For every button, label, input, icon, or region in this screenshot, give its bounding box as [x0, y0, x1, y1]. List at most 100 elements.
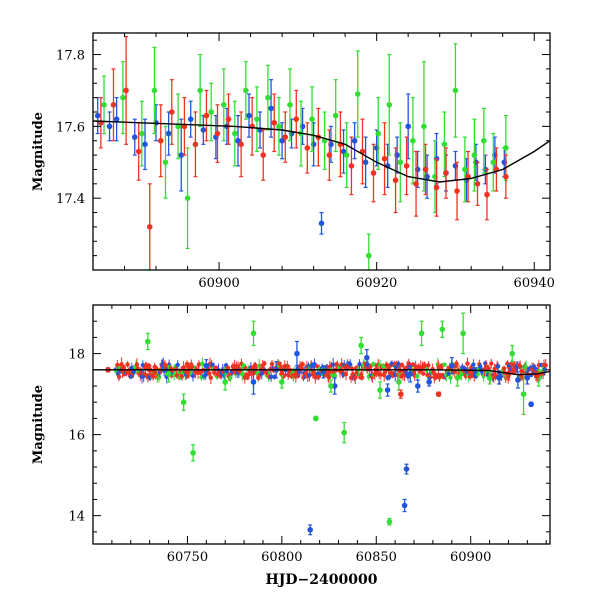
top-series-2-point	[370, 170, 377, 176]
bottom-series-1-point	[165, 371, 172, 377]
bottom-series-1-point	[439, 326, 446, 333]
bottom-band-point	[348, 362, 353, 367]
bottom-band-point	[442, 362, 447, 367]
top-series-2-point	[484, 191, 490, 198]
bottom-series-1-point	[377, 387, 383, 393]
top-series-1-point	[490, 159, 497, 166]
bottom-band-point	[448, 375, 453, 380]
bottom-band-point	[378, 372, 383, 377]
bottom-band-point	[520, 375, 525, 380]
top-series-2-point	[110, 102, 117, 108]
bottom-series-1-point	[520, 391, 527, 397]
bottom-band-point	[134, 362, 140, 367]
top-series-0-point	[178, 152, 185, 158]
top-frame	[92, 32, 551, 271]
top-series-2-point	[157, 137, 164, 144]
top-series-1-point	[354, 91, 361, 97]
top-series-2-point	[271, 119, 278, 126]
bottom-band-point	[421, 371, 426, 376]
bottom-x-tick-label: 60750	[167, 550, 208, 565]
top-series-2-point	[168, 109, 175, 115]
top-y-tick-label: 17.6	[56, 120, 85, 135]
top-series-1-point	[184, 195, 191, 201]
top-series-2-point	[326, 152, 333, 158]
bottom-band-point	[196, 362, 202, 367]
bottom-series-0-point	[415, 383, 421, 389]
top-series-1-point	[162, 159, 169, 166]
bottom-panel: 60750 60800 60850 60900 14 16 18 Magnitude HJD−2…	[31, 304, 551, 588]
bottom-band-point	[332, 373, 338, 378]
bottom-band-point	[478, 364, 483, 369]
top-series-1-point	[462, 166, 468, 173]
top-series-2-point	[293, 116, 300, 122]
bottom-band-point	[245, 375, 250, 380]
bottom-band-point	[492, 366, 497, 371]
top-series-0-point	[106, 123, 113, 130]
top-series-1-point	[151, 87, 158, 94]
top-series-0-point	[131, 134, 138, 140]
bottom-series-1-point	[250, 330, 257, 337]
bottom-band-point	[489, 361, 494, 366]
top-series-2-point	[214, 130, 221, 137]
bottom-frame	[92, 304, 551, 545]
top-series-1-point	[276, 123, 282, 130]
bottom-band-point	[343, 371, 349, 377]
top-y-axis-label: Magnitude	[31, 112, 46, 191]
top-series-1-point	[481, 137, 487, 144]
top-series-0-point	[268, 105, 274, 112]
top-series-1-point	[139, 130, 145, 137]
top-series-1-point	[471, 152, 478, 158]
top-series-1-point	[365, 252, 372, 259]
top-series-0-point	[94, 112, 101, 119]
bottom-band-point	[542, 366, 548, 372]
bottom-band-point	[210, 362, 215, 367]
top-series-2-point	[443, 170, 449, 176]
bottom-band-point	[415, 373, 420, 379]
bottom-band-point	[534, 367, 539, 372]
bottom-series-0-point	[528, 401, 534, 408]
top-series-1-point	[197, 87, 203, 94]
bottom-series-0-point	[515, 377, 521, 383]
bottom-series-0-point	[496, 375, 502, 381]
bottom-band-point	[115, 362, 120, 368]
bottom-band-point	[268, 374, 274, 379]
bottom-band-point	[281, 373, 287, 379]
top-series-0-point	[165, 130, 172, 137]
bottom-band-point	[179, 374, 185, 379]
top-series-2-point	[403, 163, 410, 169]
bottom-band-point	[175, 362, 180, 368]
top-series-0-point	[246, 112, 252, 119]
top-series-2-point	[422, 166, 429, 173]
bottom-band-point	[128, 374, 134, 379]
top-series-1-point	[287, 102, 293, 108]
top-series-1-point	[254, 116, 260, 122]
bottom-band-point	[446, 371, 451, 376]
bottom-band-point	[285, 363, 290, 369]
bottom-band-point	[370, 361, 376, 367]
bottom-band-point	[257, 363, 262, 369]
bottom-band-point	[203, 372, 208, 377]
bottom-band-point	[481, 373, 486, 378]
top-series-2-point	[474, 181, 481, 187]
bottom-band-point	[426, 363, 431, 368]
top-series-0-point	[362, 159, 369, 166]
bottom-series-1-point	[279, 379, 285, 385]
bottom-band-point	[399, 362, 405, 368]
bottom-y-axis-label: Magnitude	[31, 385, 46, 464]
bottom-x-tick-label: 60900	[450, 550, 491, 565]
bottom-series-1-point	[509, 350, 516, 357]
top-y-tick-label: 17.4	[56, 192, 85, 207]
top-series-2-point	[135, 148, 142, 155]
top-y-tick-label: 17.8	[56, 49, 85, 64]
top-x-tick-label: 60920	[356, 276, 397, 291]
bottom-series-1-point	[396, 379, 402, 385]
top-series-1-point	[386, 102, 393, 108]
bottom-series-0-point	[401, 502, 408, 509]
bottom-series-0-point	[449, 362, 455, 369]
top-series-1-point	[208, 109, 214, 115]
bottom-series-0-point	[364, 354, 370, 361]
top-series-1-point	[243, 87, 249, 94]
top-series-0-point	[351, 137, 358, 144]
